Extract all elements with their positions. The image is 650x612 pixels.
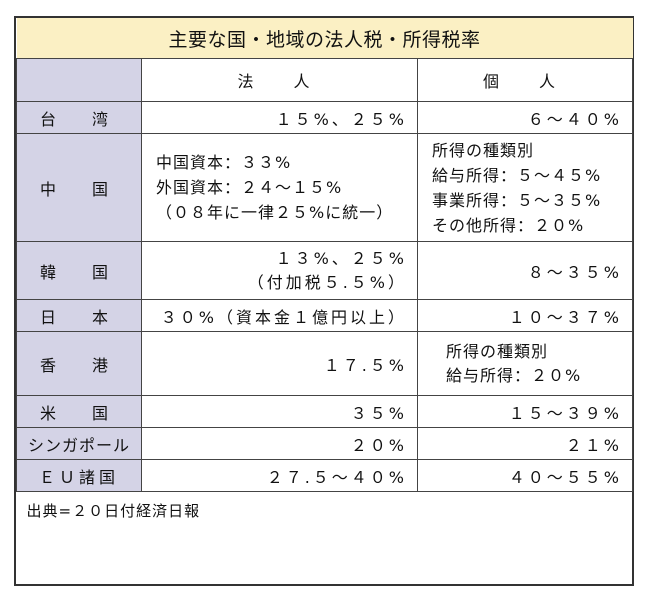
individual-rate: ６～４０% bbox=[417, 101, 633, 134]
individual-line: 給与所得：５～４５% bbox=[432, 165, 602, 185]
individual-line: その他所得：２０% bbox=[432, 215, 585, 235]
header-corporate: 法 人 bbox=[141, 58, 418, 102]
corporate-rate: １３%、２５% （付加税５.５%） bbox=[141, 241, 418, 300]
corporate-line: 中国資本：３３% bbox=[156, 153, 292, 172]
region-label: 台 湾 bbox=[16, 101, 142, 134]
tax-rate-table-frame: 主要な国・地域の法人税・所得税率 法 人 個 人 台 湾 １５%、２５% ６～４… bbox=[14, 16, 634, 586]
individual-line: 給与所得：２０% bbox=[446, 365, 582, 385]
corporate-line: １３%、２５% bbox=[275, 248, 407, 268]
tax-rate-table: 主要な国・地域の法人税・所得税率 法 人 個 人 台 湾 １５%、２５% ６～４… bbox=[16, 18, 633, 528]
table-row: 中 国 中国資本：３３% 外国資本：２４～１５% （０８年に一律２５%に統一） … bbox=[16, 133, 633, 242]
table-row: 日 本 ３０%（資本金１億円以上） １０～３７% bbox=[16, 299, 633, 332]
corporate-line: （付加税５.５%） bbox=[247, 272, 407, 292]
table-row: 香 港 １７.５% 所得の種類別 給与所得：２０% bbox=[16, 331, 633, 396]
header-row: 法 人 個 人 bbox=[16, 58, 633, 102]
corporate-rate: ２０% bbox=[141, 427, 418, 460]
corporate-line: 外国資本：２４～１５% bbox=[156, 178, 343, 197]
individual-rate: 所得の種類別 給与所得：５～４５% 事業所得：５～３５% その他所得：２０% bbox=[417, 133, 633, 242]
individual-rate: ８～３５% bbox=[417, 241, 633, 300]
table-row: 米 国 ３５% １５～３９% bbox=[16, 395, 633, 428]
table-row: シンガポール ２０% ２１% bbox=[16, 427, 633, 460]
source-note: 出典=２０日付経済日報 bbox=[16, 491, 633, 528]
table-row: ＥＵ諸国 ２７.５～４０% ４０～５５% bbox=[16, 459, 633, 492]
region-label: 中 国 bbox=[16, 133, 142, 242]
individual-rate: ４０～５５% bbox=[417, 459, 633, 492]
individual-line: 所得の種類別 bbox=[432, 140, 535, 160]
individual-rate: 所得の種類別 給与所得：２０% bbox=[417, 331, 633, 396]
individual-rate: １５～３９% bbox=[417, 395, 633, 428]
corporate-rate: ３０%（資本金１億円以上） bbox=[141, 299, 418, 332]
region-label: ＥＵ諸国 bbox=[16, 459, 142, 492]
table-row: 台 湾 １５%、２５% ６～４０% bbox=[16, 101, 633, 134]
corporate-line: （０８年に一律２５%に統一） bbox=[156, 203, 394, 222]
source-row: 出典=２０日付経済日報 bbox=[16, 491, 633, 528]
region-label: 香 港 bbox=[16, 331, 142, 396]
region-label: シンガポール bbox=[16, 427, 142, 460]
corporate-rate: ３５% bbox=[141, 395, 418, 428]
corporate-rate: １７.５% bbox=[141, 331, 418, 396]
table-row: 韓 国 １３%、２５% （付加税５.５%） ８～３５% bbox=[16, 241, 633, 300]
title-row: 主要な国・地域の法人税・所得税率 bbox=[16, 18, 633, 59]
individual-line: 所得の種類別 bbox=[446, 341, 549, 361]
region-label: 日 本 bbox=[16, 299, 142, 332]
corporate-rate: １５%、２５% bbox=[141, 101, 418, 134]
individual-rate: ２１% bbox=[417, 427, 633, 460]
individual-rate: １０～３７% bbox=[417, 299, 633, 332]
region-label: 韓 国 bbox=[16, 241, 142, 300]
corporate-rate: ２７.５～４０% bbox=[141, 459, 418, 492]
region-label: 米 国 bbox=[16, 395, 142, 428]
header-blank-cell bbox=[16, 58, 142, 102]
table-title: 主要な国・地域の法人税・所得税率 bbox=[16, 18, 633, 59]
individual-line: 事業所得：５～３５% bbox=[432, 190, 602, 210]
corporate-rate: 中国資本：３３% 外国資本：２４～１５% （０８年に一律２５%に統一） bbox=[141, 133, 418, 242]
header-individual: 個 人 bbox=[417, 58, 633, 102]
